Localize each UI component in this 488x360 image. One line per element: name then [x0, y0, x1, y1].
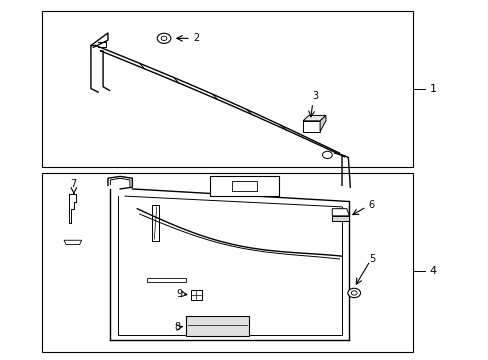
- Text: 6: 6: [368, 200, 374, 210]
- Text: 8: 8: [174, 322, 180, 332]
- Text: 9: 9: [176, 289, 182, 299]
- Polygon shape: [303, 121, 320, 132]
- Polygon shape: [190, 290, 201, 300]
- Polygon shape: [210, 176, 278, 196]
- Polygon shape: [185, 316, 249, 336]
- Text: 1: 1: [429, 85, 436, 94]
- Text: 7: 7: [70, 179, 76, 189]
- Polygon shape: [331, 209, 348, 216]
- Text: 4: 4: [429, 266, 436, 276]
- Bar: [42, 173, 412, 352]
- Polygon shape: [147, 278, 185, 282]
- Text: 3: 3: [311, 91, 318, 101]
- Polygon shape: [331, 216, 348, 221]
- Polygon shape: [64, 240, 81, 244]
- Bar: [42, 12, 412, 167]
- Text: 5: 5: [368, 254, 374, 264]
- Text: 2: 2: [193, 33, 199, 42]
- Circle shape: [157, 33, 170, 43]
- Circle shape: [347, 288, 360, 298]
- Polygon shape: [303, 116, 325, 121]
- Polygon shape: [320, 116, 325, 132]
